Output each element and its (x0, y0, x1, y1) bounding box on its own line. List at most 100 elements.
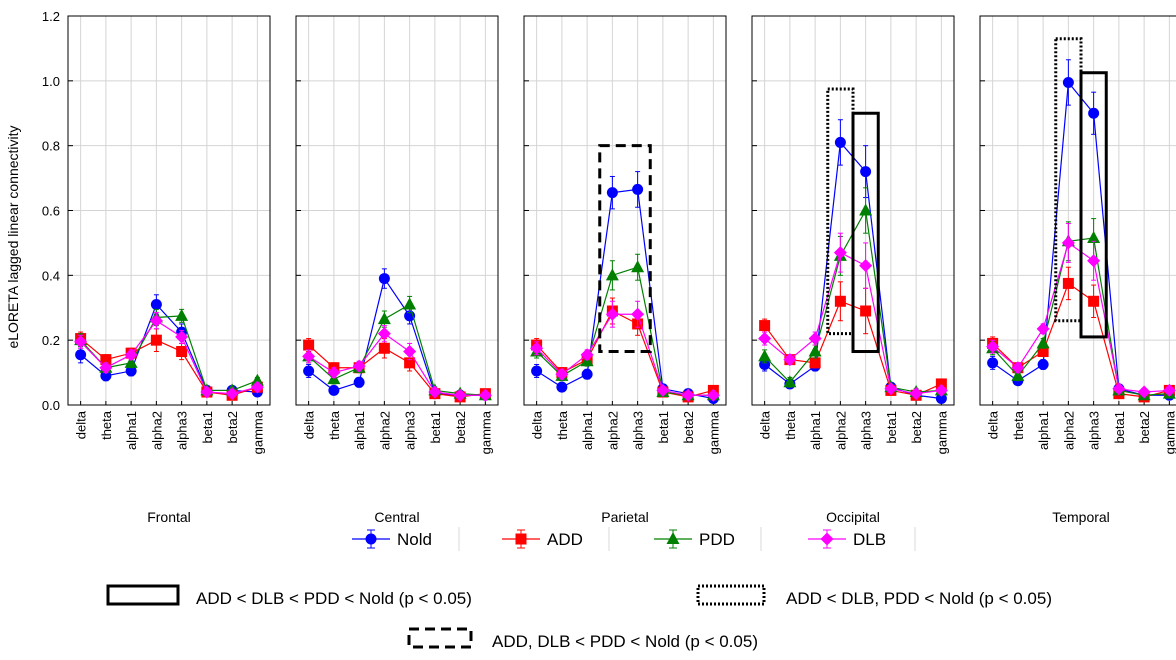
x-tick-label-theta: theta (783, 410, 798, 440)
x-tick-label-delta: delta (530, 410, 545, 439)
point-pdd-alpha3 (859, 203, 873, 216)
point-dlb-delta (302, 349, 316, 363)
x-tick-label-alpha1: alpha1 (580, 411, 595, 450)
point-nold-alpha2 (150, 299, 162, 311)
panels: 0.0 0.2 0.4 0.6 0.8 1.0 1.2 delta theta alpha1 alp… (42, 9, 1176, 525)
point-pdd-delta (758, 349, 772, 362)
legend-label-nold: Nold (397, 530, 432, 549)
point-nold-alpha2 (1062, 76, 1074, 88)
x-tick-label-alpha2: alpha2 (605, 411, 620, 450)
point-pdd-alpha3 (175, 308, 189, 321)
y-tick-label: 0.6 (42, 204, 60, 219)
point-add-alpha3 (1088, 295, 1100, 307)
point-add-alpha2 (834, 295, 846, 307)
y-tick-label: 0.8 (42, 139, 60, 154)
x-tick-label-beta2: beta2 (453, 411, 468, 444)
point-dlb-gamma (478, 388, 492, 402)
x-tick-label-beta2: beta2 (681, 411, 696, 444)
significance-legend-solid: ADD < DLB < PDD < Nold (p < 0.05) (106, 584, 472, 608)
point-dlb-theta (99, 361, 113, 375)
point-pdd-alpha1 (808, 344, 822, 357)
panel-temporal: delta theta alpha1 alpha2 alpha3 beta1 beta2 ga… (979, 15, 1176, 525)
panel-title-parietal: Parietal (601, 509, 648, 525)
point-pdd-alpha3 (1087, 231, 1101, 244)
x-tick-label-alpha1: alpha1 (808, 411, 823, 450)
significance-box-dashed (598, 144, 652, 354)
y-axis-label: eLORETA lagged linear connectivity (5, 125, 21, 348)
significance-box-solid (851, 111, 880, 354)
point-dlb-alpha1 (808, 332, 822, 346)
significance-legend-label-dashed: ADD, DLB < PDD < Nold (p < 0.05) (492, 632, 758, 651)
y-tick-label: 0.2 (42, 333, 60, 348)
x-tick-label-theta: theta (1011, 410, 1026, 440)
legend-item-dlb: DLB (808, 527, 916, 551)
panel-central: delta theta alpha1 alpha2 alpha3 beta1 beta2 ga… (295, 15, 499, 525)
legend-marker-dlb (820, 532, 834, 546)
x-tick-label-beta1: beta1 (1112, 411, 1127, 444)
point-dlb-beta1 (428, 385, 442, 399)
panel-parietal: delta theta alpha1 alpha2 alpha3 beta1 beta2 ga… (523, 15, 727, 525)
point-dlb-beta2 (225, 387, 239, 401)
x-tick-label-beta1: beta1 (656, 411, 671, 444)
x-tick-label-alpha2: alpha2 (149, 411, 164, 450)
point-nold-delta (75, 349, 87, 361)
series-dlb (758, 232, 948, 401)
panel-title-central: Central (374, 509, 419, 525)
significance-legend-dashed: ADD, DLB < PDD < Nold (p < 0.05) (407, 627, 758, 651)
x-tick-label-beta1: beta1 (884, 411, 899, 444)
point-add-alpha3 (860, 305, 872, 317)
x-tick-label-delta: delta (74, 410, 89, 439)
point-add-alpha1 (1037, 346, 1049, 358)
point-dlb-theta (327, 366, 341, 380)
x-tick-label-alpha3: alpha3 (631, 411, 646, 450)
point-dlb-alpha3 (631, 307, 645, 321)
x-tick-label-alpha3: alpha3 (1087, 411, 1102, 450)
x-tick-label-alpha1: alpha1 (1036, 411, 1051, 450)
point-pdd-alpha1 (1036, 336, 1050, 349)
point-add-theta (100, 354, 112, 366)
panel-title-occipital: Occipital (826, 509, 880, 525)
point-pdd-alpha3 (403, 297, 417, 310)
y-tick-label: 0.0 (42, 398, 60, 413)
point-dlb-beta1 (656, 383, 670, 397)
x-tick-label-gamma: gamma (706, 410, 721, 454)
x-tick-label-beta2: beta2 (225, 411, 240, 444)
point-nold-alpha2 (378, 273, 390, 285)
legend-marker-pdd (666, 532, 680, 544)
x-tick-label-theta: theta (555, 410, 570, 440)
significance-legend-label-dotted: ADD < DLB, PDD < Nold (p < 0.05) (786, 589, 1052, 608)
point-dlb-gamma (706, 388, 720, 402)
x-tick-label-theta: theta (99, 410, 114, 440)
x-tick-label-alpha3: alpha3 (175, 411, 190, 450)
point-add-alpha3 (176, 346, 188, 358)
point-dlb-beta2 (453, 388, 467, 402)
point-add-alpha3 (404, 357, 416, 369)
point-pdd-theta (1011, 368, 1025, 381)
point-dlb-beta2 (681, 388, 695, 402)
point-dlb-beta1 (1112, 382, 1126, 396)
point-dlb-alpha3 (403, 345, 417, 359)
point-dlb-alpha1 (124, 348, 138, 362)
point-dlb-gamma (1162, 383, 1176, 397)
point-nold-theta (100, 370, 112, 382)
point-nold-alpha3 (860, 166, 872, 178)
significance-box-dotted (826, 87, 855, 336)
point-add-alpha1 (809, 357, 821, 369)
legend-marker-add (515, 533, 527, 545)
point-nold-alpha3 (1088, 107, 1100, 119)
point-dlb-alpha2 (377, 327, 391, 341)
x-tick-label-alpha2: alpha2 (1061, 411, 1076, 450)
legend-label-dlb: DLB (853, 530, 886, 549)
point-dlb-delta (530, 341, 544, 355)
legend-item-add: ADD (502, 527, 610, 551)
x-tick-label-alpha2: alpha2 (833, 411, 848, 450)
point-pdd-alpha2 (377, 312, 391, 325)
series-dlb (986, 222, 1176, 399)
series-dlb (302, 325, 492, 402)
point-add-delta (303, 339, 315, 351)
legend-label-pdd: PDD (699, 530, 735, 549)
point-nold-delta (987, 357, 999, 369)
significance-box-solid (1079, 71, 1108, 339)
point-add-delta (759, 320, 771, 332)
